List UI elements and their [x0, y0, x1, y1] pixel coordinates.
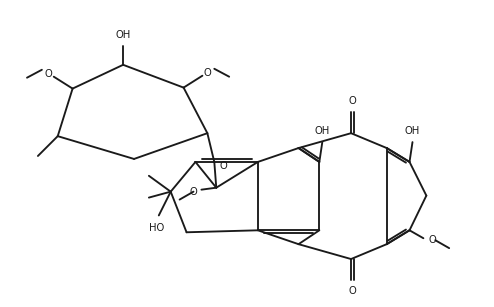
- Text: O: O: [428, 235, 436, 245]
- Text: O: O: [204, 68, 211, 78]
- Text: OH: OH: [116, 30, 131, 40]
- Text: O: O: [190, 187, 198, 197]
- Text: HO: HO: [149, 223, 165, 233]
- Text: O: O: [349, 96, 356, 107]
- Text: O: O: [45, 69, 53, 79]
- Text: OH: OH: [405, 126, 420, 136]
- Text: OH: OH: [315, 126, 330, 136]
- Text: O: O: [219, 161, 227, 171]
- Text: O: O: [349, 286, 356, 296]
